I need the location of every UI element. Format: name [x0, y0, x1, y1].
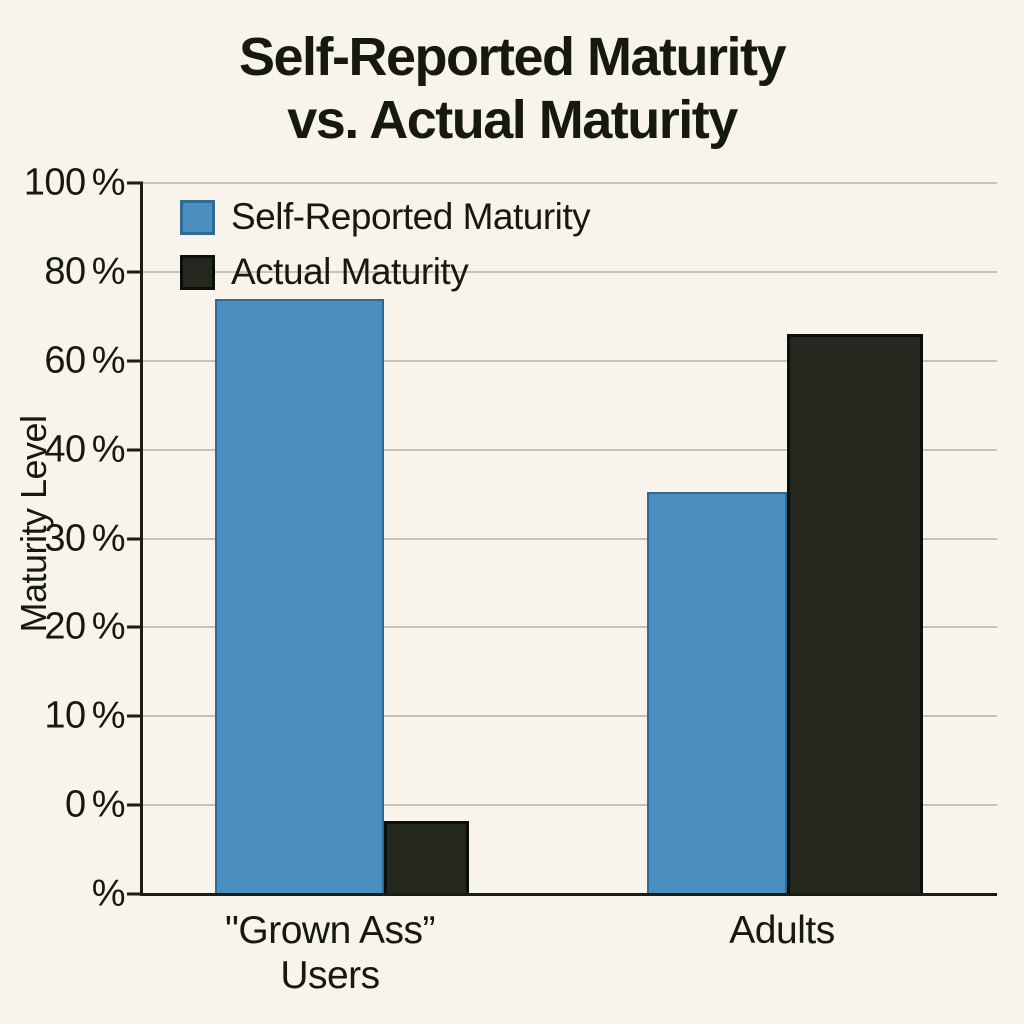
legend: Self-Reported Maturity Actual Maturity: [180, 196, 591, 306]
y-tick-mark: [127, 625, 143, 629]
x-category-label-adults: Adults: [729, 908, 835, 953]
y-tick-label: 30 %: [44, 517, 125, 559]
bar-self-reported-maturity-grown-ass-users: [215, 299, 384, 894]
y-tick-label: 60 %: [44, 339, 125, 382]
y-tick-label: 100 %: [23, 161, 126, 204]
gridline: [143, 626, 997, 629]
chart-title-line1: Self-Reported Maturity: [238, 27, 787, 87]
chart-title: Self-Reported Maturity vs. Actual Maturi…: [0, 26, 1024, 152]
gridline: [143, 270, 997, 273]
chart-title-line2: vs. Actual Maturity: [287, 90, 738, 150]
gridline: [143, 804, 997, 807]
y-tick-label: 20 %: [44, 605, 125, 648]
y-tick-mark: [127, 892, 143, 896]
bar-actual-maturity-adults: [787, 334, 923, 894]
gridline: [143, 182, 997, 184]
legend-row-self-reported-maturity: Self-Reported Maturity: [180, 196, 591, 238]
x-category-label-line: "Grown Ass”: [225, 909, 435, 952]
y-tick-mark: [127, 448, 143, 452]
y-tick-mark: [127, 537, 143, 540]
gridline: [143, 537, 997, 540]
legend-label: Actual Maturity: [231, 251, 469, 292]
y-tick-mark: [127, 181, 143, 185]
y-tick-label: 10 %: [44, 694, 125, 737]
bar-actual-maturity-grown-ass-users: [384, 821, 469, 894]
gridline: [143, 448, 997, 451]
legend-row-actual-maturity: Actual Maturity: [180, 251, 590, 293]
y-tick-label: 0 %: [65, 783, 125, 826]
y-tick-mark: [127, 803, 143, 807]
x-category-label-line: Adults: [729, 909, 835, 952]
gridline: [143, 715, 997, 718]
x-category-label-grown-ass-users: "Grown Ass” Users: [225, 908, 435, 998]
y-tick-label: 40 %: [44, 428, 125, 471]
gridline: [143, 359, 997, 362]
x-axis-baseline: [140, 893, 997, 896]
legend-swatch-actual-maturity: [180, 254, 215, 290]
y-tick-label: 80 %: [44, 250, 125, 293]
legend-swatch-self-reported-maturity: [180, 199, 215, 235]
legend-label: Self-Reported Maturity: [231, 196, 591, 237]
bar-self-reported-maturity-adults: [647, 492, 787, 894]
y-tick-label: %: [91, 872, 126, 915]
x-category-label-line: Users: [280, 954, 380, 997]
y-tick-mark: [127, 714, 143, 718]
y-tick-mark: [127, 270, 143, 274]
y-tick-mark: [127, 359, 143, 363]
plot-area: % 0 % 10 % 20 % 30 % 40 % 60 % 80 % 100 %: [24, 162, 997, 915]
